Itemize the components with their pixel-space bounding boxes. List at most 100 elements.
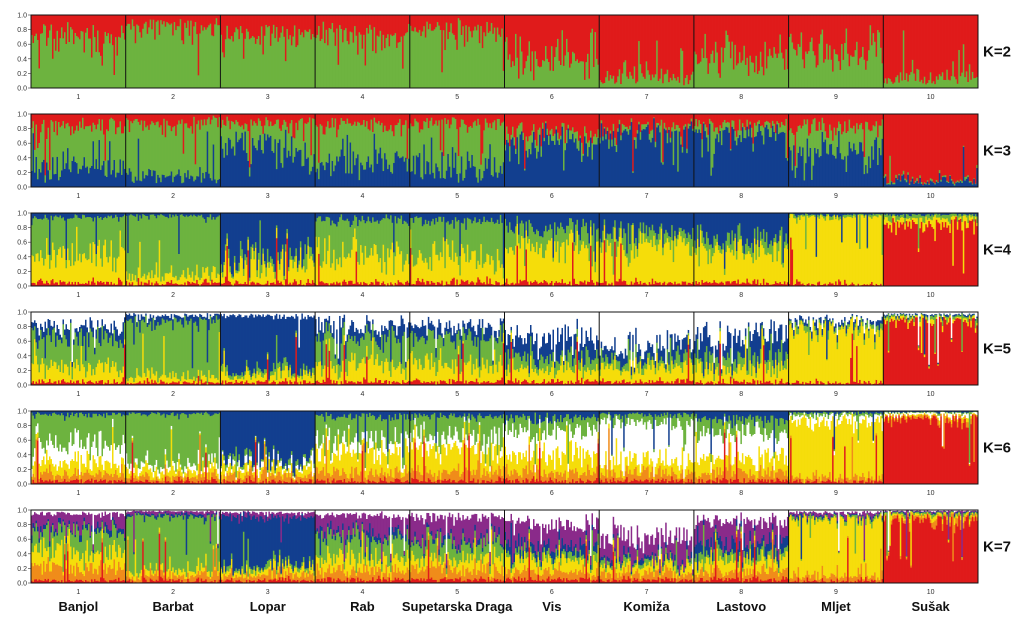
segment-red [496,15,499,28]
segment-green [112,44,114,89]
segment-red [910,15,913,73]
segment-green [257,118,260,141]
segment-green [110,117,113,175]
segment-blue [274,138,277,188]
individual-bar [396,114,398,188]
segment-green [298,120,301,151]
individual-bar [953,15,956,89]
segment-red [337,15,340,65]
segment-green [408,23,410,89]
segment-green [869,24,872,89]
segment-red [304,15,307,30]
individual-bar [557,114,559,188]
segment-green [683,84,686,89]
segment-blue [453,167,456,188]
segment-green [100,55,102,89]
segment-green [563,65,565,89]
individual-bar [576,15,579,89]
segment-green [487,127,490,159]
segment-green [122,133,125,161]
segment-red [896,15,899,76]
segment-green [290,45,293,89]
segment-blue [447,153,450,188]
segment-green [280,130,283,164]
segment-green [554,133,556,145]
segment-blue [445,170,448,188]
segment-red [962,15,965,45]
segment-red [782,15,785,59]
segment-red [134,114,137,120]
segment-green [462,26,465,89]
segment-red [746,15,749,58]
segment-red [567,114,570,125]
segment-green [62,38,65,89]
individual-bar [55,114,57,188]
segment-green [259,44,262,89]
segment-blue [530,153,532,188]
segment-blue [456,173,459,188]
segment-red [191,114,194,134]
segment-green [203,26,206,89]
segment-red [515,114,517,149]
individual-bar [85,15,87,89]
segment-blue [151,175,154,188]
individual-bar [968,15,971,89]
segment-blue [313,153,316,188]
segment-blue [277,142,280,188]
individual-bar [74,114,77,188]
segment-red [197,114,200,121]
segment-red [215,15,218,19]
segment-red [164,15,167,27]
segment-green [429,23,432,89]
individual-bar [187,114,190,188]
y-tick-label: 1.0 [17,13,27,20]
segment-green [597,64,600,89]
segment-red [869,15,872,26]
segment-green [922,83,925,89]
segment-green [435,120,438,164]
segment-green [334,118,337,166]
individual-bar [254,114,257,188]
segment-green [938,74,941,89]
segment-blue [378,153,380,188]
individual-bar [522,114,525,188]
segment-green [260,125,263,150]
segment-blue [351,173,353,188]
segment-red [833,15,836,50]
segment-green [405,120,407,158]
segment-blue [499,165,502,188]
individual-bar [110,114,113,188]
individual-bar [546,114,549,188]
segment-green [122,32,125,89]
segment-green [187,20,190,89]
individual-bar [333,114,335,188]
individual-bar [321,114,323,188]
individual-bar [771,15,774,89]
individual-bar [551,15,553,89]
segment-green [495,129,498,173]
segment-red [358,114,361,123]
segment-red [630,15,633,76]
segment-green [176,25,179,89]
segment-red [881,15,884,64]
segment-red [635,15,638,84]
segment-red [509,114,511,147]
segment-red [387,114,389,132]
segment-green [387,34,389,89]
individual-bar [441,114,444,188]
segment-green [677,76,680,89]
segment-green [124,39,126,89]
individual-bar [348,15,350,89]
segment-red [683,15,686,86]
segment-red [442,15,445,31]
segment-green [86,27,89,89]
individual-bar [391,114,394,188]
segment-green [148,27,151,89]
segment-green [436,125,439,168]
individual-bar [698,15,701,89]
segment-red [444,114,447,119]
individual-bar [191,114,194,188]
individual-bar [412,15,415,89]
segment-red [185,15,188,28]
individual-bar [47,114,50,188]
